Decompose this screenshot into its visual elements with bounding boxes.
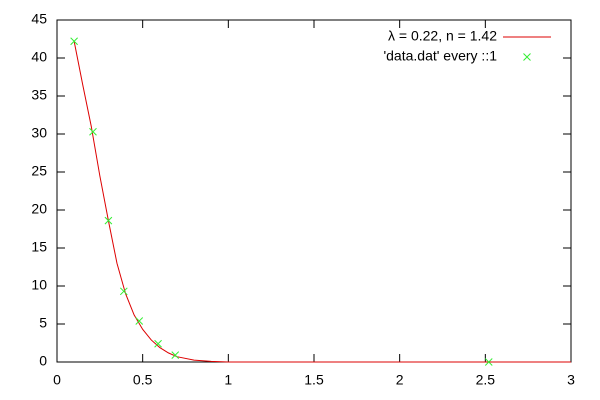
x-tick-label: 3: [567, 372, 575, 388]
y-tick-label: 35: [31, 87, 47, 103]
data-point: [89, 127, 97, 136]
data-point: [104, 216, 113, 225]
y-tick-label: 30: [31, 125, 47, 141]
x-tick-label: 1: [224, 372, 232, 388]
legend-label: 'data.dat' every ::1: [383, 48, 497, 64]
data-point: [171, 351, 180, 360]
x-tick-label: 0.5: [133, 372, 153, 388]
y-tick-label: 40: [31, 49, 47, 65]
plot-frame: [56, 19, 572, 363]
data-point: [154, 339, 162, 348]
legend-marker: [523, 53, 531, 61]
y-tick-label: 15: [31, 239, 47, 255]
y-tick-label: 0: [39, 353, 47, 369]
x-tick-label: 2.5: [476, 372, 496, 388]
y-tick-label: 10: [31, 277, 47, 293]
x-tick-label: 1.5: [304, 372, 324, 388]
data-point: [70, 37, 78, 46]
y-tick-label: 45: [31, 11, 47, 27]
x-tick-label: 0: [53, 372, 61, 388]
y-tick-label: 5: [39, 315, 47, 331]
data-point: [135, 317, 144, 325]
data-point: [119, 287, 128, 296]
x-tick-label: 2: [396, 372, 404, 388]
y-tick-label: 20: [31, 201, 47, 217]
fit-line: [73, 41, 571, 363]
data-point: [484, 358, 493, 366]
legend-label: λ = 0.22, n = 1.42: [388, 28, 497, 44]
y-tick-label: 25: [31, 163, 47, 179]
